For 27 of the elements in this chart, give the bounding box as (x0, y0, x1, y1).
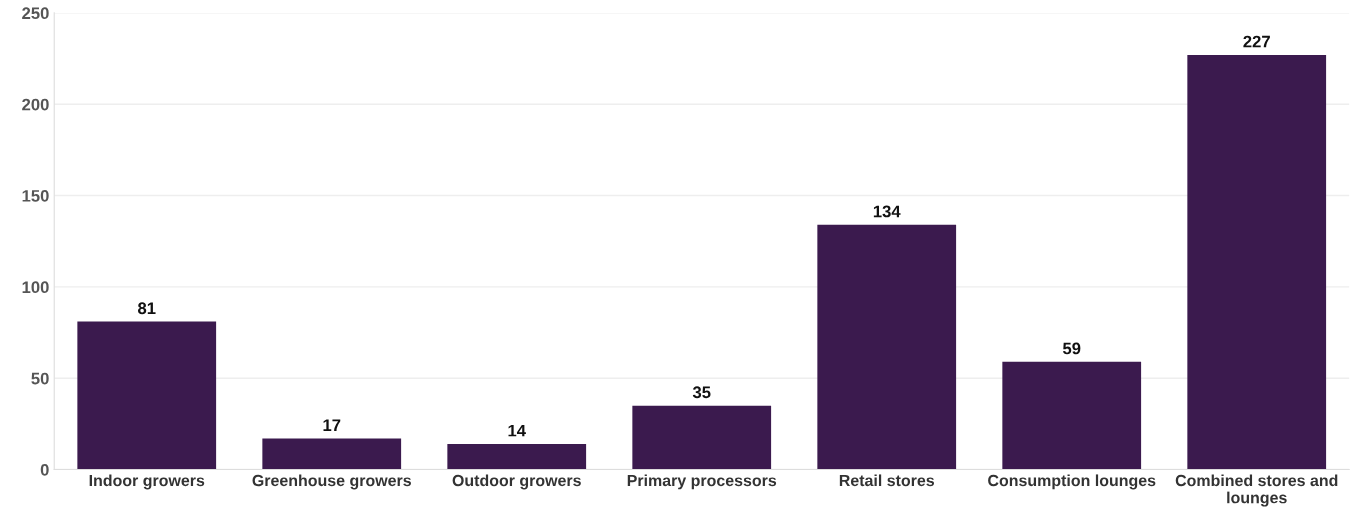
x-tick-label: Combined stores and lounges (1175, 474, 1338, 507)
y-tick-label: 100 (22, 281, 49, 294)
x-tick-label: Greenhouse growers (252, 474, 411, 490)
bar (447, 443, 587, 470)
data-label: 35 (692, 386, 711, 399)
x-tick-label: Outdoor growers (452, 474, 581, 490)
y-tick-label: 200 (22, 98, 49, 111)
y-tick-label: 50 (31, 372, 49, 385)
bar (632, 405, 772, 470)
y-tick-label: 0 (40, 463, 49, 476)
bar (262, 438, 402, 470)
y-tick-label: 250 (22, 7, 49, 20)
x-tick-label: Consumption lounges (988, 474, 1156, 490)
x-tick-label: Primary processors (627, 474, 777, 490)
y-tick-label: 150 (22, 189, 49, 202)
x-tick-label: Retail stores (839, 474, 935, 487)
data-label: 14 (508, 424, 526, 437)
x-tick-label: Indoor growers (89, 474, 205, 490)
data-label: 134 (873, 205, 901, 218)
bar (1187, 54, 1327, 470)
bar (1002, 361, 1142, 470)
data-label: 81 (138, 302, 156, 315)
data-label: 59 (1062, 342, 1081, 355)
data-label: 17 (323, 419, 341, 431)
bar (77, 321, 217, 470)
bar (817, 224, 957, 470)
data-label: 227 (1243, 35, 1270, 48)
